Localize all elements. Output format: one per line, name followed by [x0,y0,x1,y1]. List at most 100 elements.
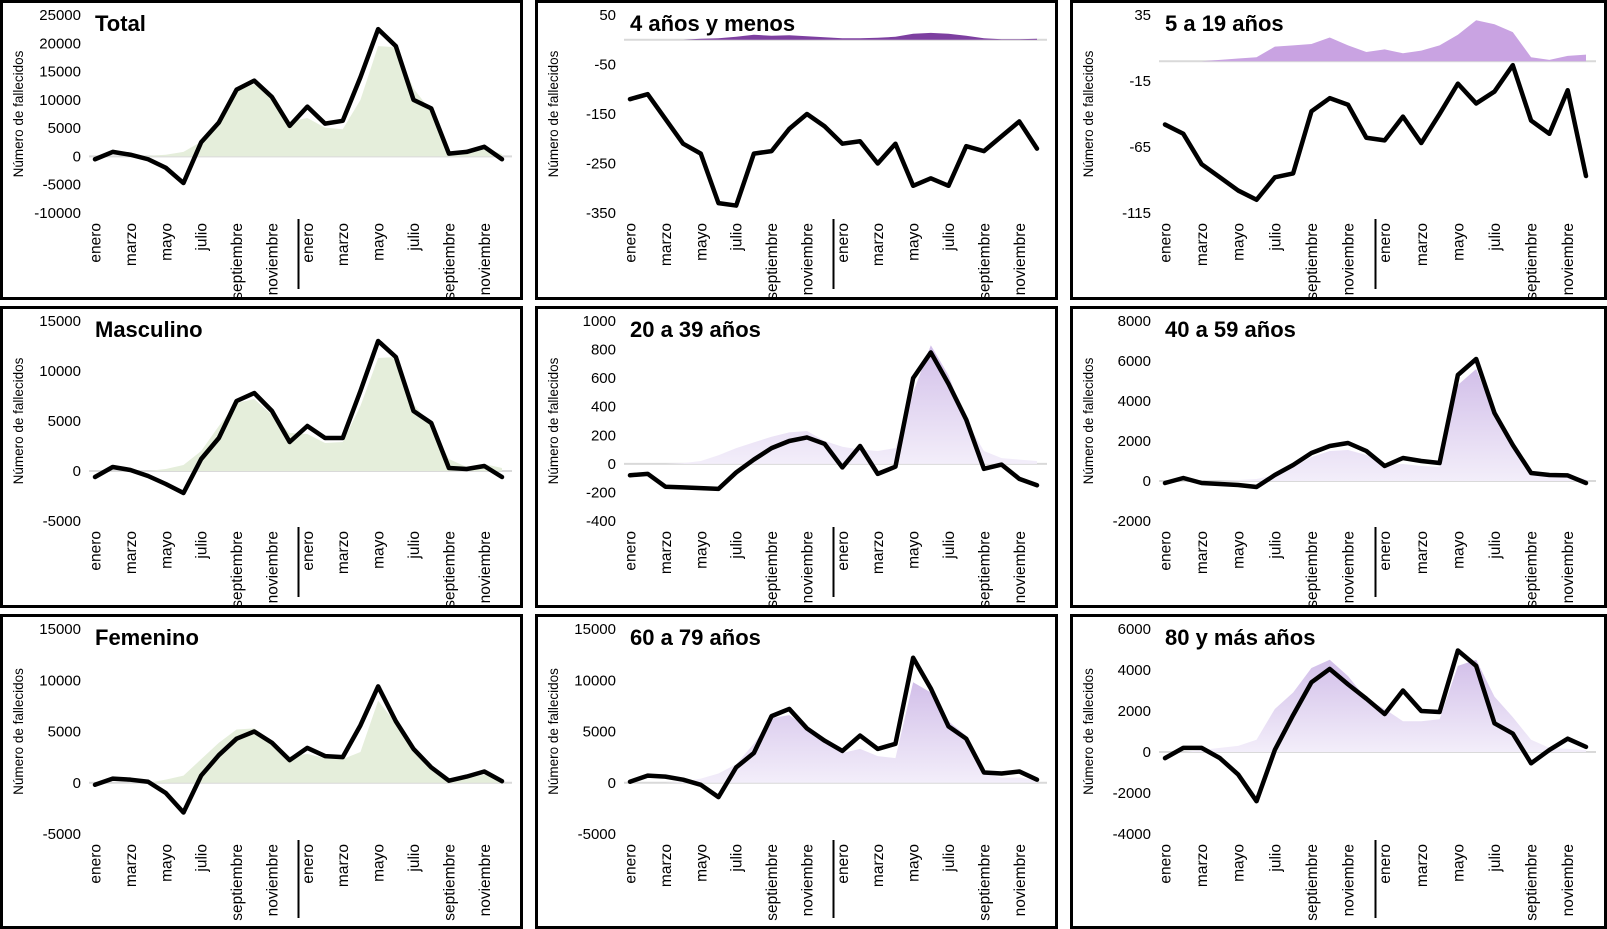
x-tick-label: marzo [1194,844,1211,887]
x-tick-label: noviembre [799,844,816,916]
x-tick-label: septiembre [1524,531,1541,605]
chart-title: Femenino [95,625,199,650]
chart-panel-femenino: Femenino 15000 10000 5000 0 -5000 Número de f… [0,614,523,929]
x-tick-label: mayo [371,223,388,261]
chart-title: 4 años y menos [630,11,796,36]
x-tick-label: marzo [1414,223,1431,266]
y-tick-label: -5000 [43,513,81,530]
deaths-line-path [1162,62,1589,203]
y-tick-label: 0 [608,775,616,792]
y-tick-label: 6000 [1118,621,1151,638]
y-tick-label: -50 [594,57,616,74]
y-tick-label: -5000 [43,177,81,194]
x-tick-label: julio [1487,223,1504,252]
deaths-line-path [92,338,505,496]
excess-area-shape [630,32,1037,40]
x-tick-label: noviembre [1560,531,1577,603]
x-tick-label: mayo [693,531,710,569]
excess-area-shape [630,345,1037,464]
x-tick-label: septiembre [764,844,781,921]
y-axis-title: Número de fallecidos [11,357,26,484]
x-tick-label: septiembre [764,223,781,297]
y-tick-label: -200 [586,484,616,501]
x-tick-label: enero [1377,531,1394,571]
x-tick-label: septiembre [229,844,246,921]
y-tick-label: 50 [599,7,616,24]
y-tick-label: -4000 [1113,826,1151,843]
y-tick-label: -150 [586,106,616,123]
x-tick-label: mayo [371,531,388,569]
x-tick-label: julio [406,844,423,873]
x-tick-label: noviembre [1341,844,1358,916]
y-tick-label: 35 [1134,7,1151,24]
x-tick-label: noviembre [1012,531,1029,603]
x-tick-label: noviembre [264,844,281,916]
x-tick-label: julio [941,531,958,560]
x-tick-label: marzo [870,844,887,887]
x-tick-label: julio [194,223,211,252]
x-tick-label: enero [300,223,317,263]
x-tick-label: marzo [335,223,352,266]
x-tick-label: marzo [1194,223,1211,266]
x-tick-label: marzo [123,844,140,887]
x-tick-label: septiembre [229,223,246,297]
y-tick-label: 8000 [1118,313,1151,330]
deaths-line-path [627,655,1040,800]
x-tick-label: marzo [658,223,675,266]
y-tick-label: 0 [73,463,81,480]
y-axis-title: Número de fallecidos [11,668,26,795]
chart-title: 60 a 79 años [630,625,761,650]
x-tick-label: mayo [1231,844,1248,882]
excess-area-shape [1165,369,1586,481]
chart-canvas: 15000 10000 5000 0 -5000 Número de fallecidos… [546,621,1047,921]
excess-area-shape [630,682,1037,783]
excess-area-shape [95,700,502,783]
y-axis-title: Número de fallecidos [1081,50,1096,177]
x-tick-label: mayo [1450,531,1467,569]
chart-title: 40 a 59 años [1165,317,1296,342]
x-tick-label: julio [194,844,211,873]
x-tick-label: noviembre [1560,223,1577,295]
chart-canvas: 15000 10000 5000 0 -5000 Número de fallecidos… [11,621,512,921]
y-tick-label: 6000 [1118,353,1151,370]
chart-panel-40-a-59: 40 a 59 años 8000 6000 4000 2000 0 -2000 Númer… [1070,306,1607,608]
x-tick-label: enero [300,844,317,884]
x-tick-label: mayo [1231,223,1248,261]
chart-title: 20 a 39 años [630,317,761,342]
y-tick-label: 15000 [39,64,81,81]
y-tick-label: 400 [591,399,616,416]
x-tick-label: septiembre [1524,844,1541,921]
y-tick-label: -5000 [43,826,81,843]
x-tick-label: marzo [658,531,675,574]
y-axis-title: Número de fallecidos [1081,357,1096,484]
y-tick-label: 10000 [39,92,81,109]
x-tick-label: noviembre [264,531,281,603]
y-tick-label: 2000 [1118,703,1151,720]
x-tick-label: noviembre [477,223,494,295]
x-tick-label: marzo [123,531,140,574]
y-tick-label: 15000 [574,621,616,638]
y-tick-label: 0 [73,775,81,792]
x-tick-label: mayo [693,844,710,882]
x-tick-label: enero [1158,531,1175,571]
y-tick-label: -115 [1122,205,1151,222]
x-tick-label: septiembre [441,844,458,921]
x-tick-label: septiembre [441,531,458,605]
y-tick-label: 0 [1143,744,1151,761]
chart-title: Masculino [95,317,203,342]
y-tick-label: -2000 [1113,513,1151,530]
x-tick-label: enero [1158,223,1175,263]
x-tick-label: julio [729,531,746,560]
x-tick-label: enero [1377,844,1394,884]
x-tick-label: marzo [335,844,352,887]
x-tick-label: septiembre [1304,223,1321,297]
x-tick-label: mayo [158,531,175,569]
x-tick-label: mayo [906,844,923,882]
x-tick-label: marzo [1414,844,1431,887]
x-tick-label: septiembre [229,531,246,605]
x-tick-label: septiembre [976,223,993,297]
x-tick-label: noviembre [799,531,816,603]
x-tick-label: enero [623,844,640,884]
y-tick-label: -10000 [34,205,81,222]
